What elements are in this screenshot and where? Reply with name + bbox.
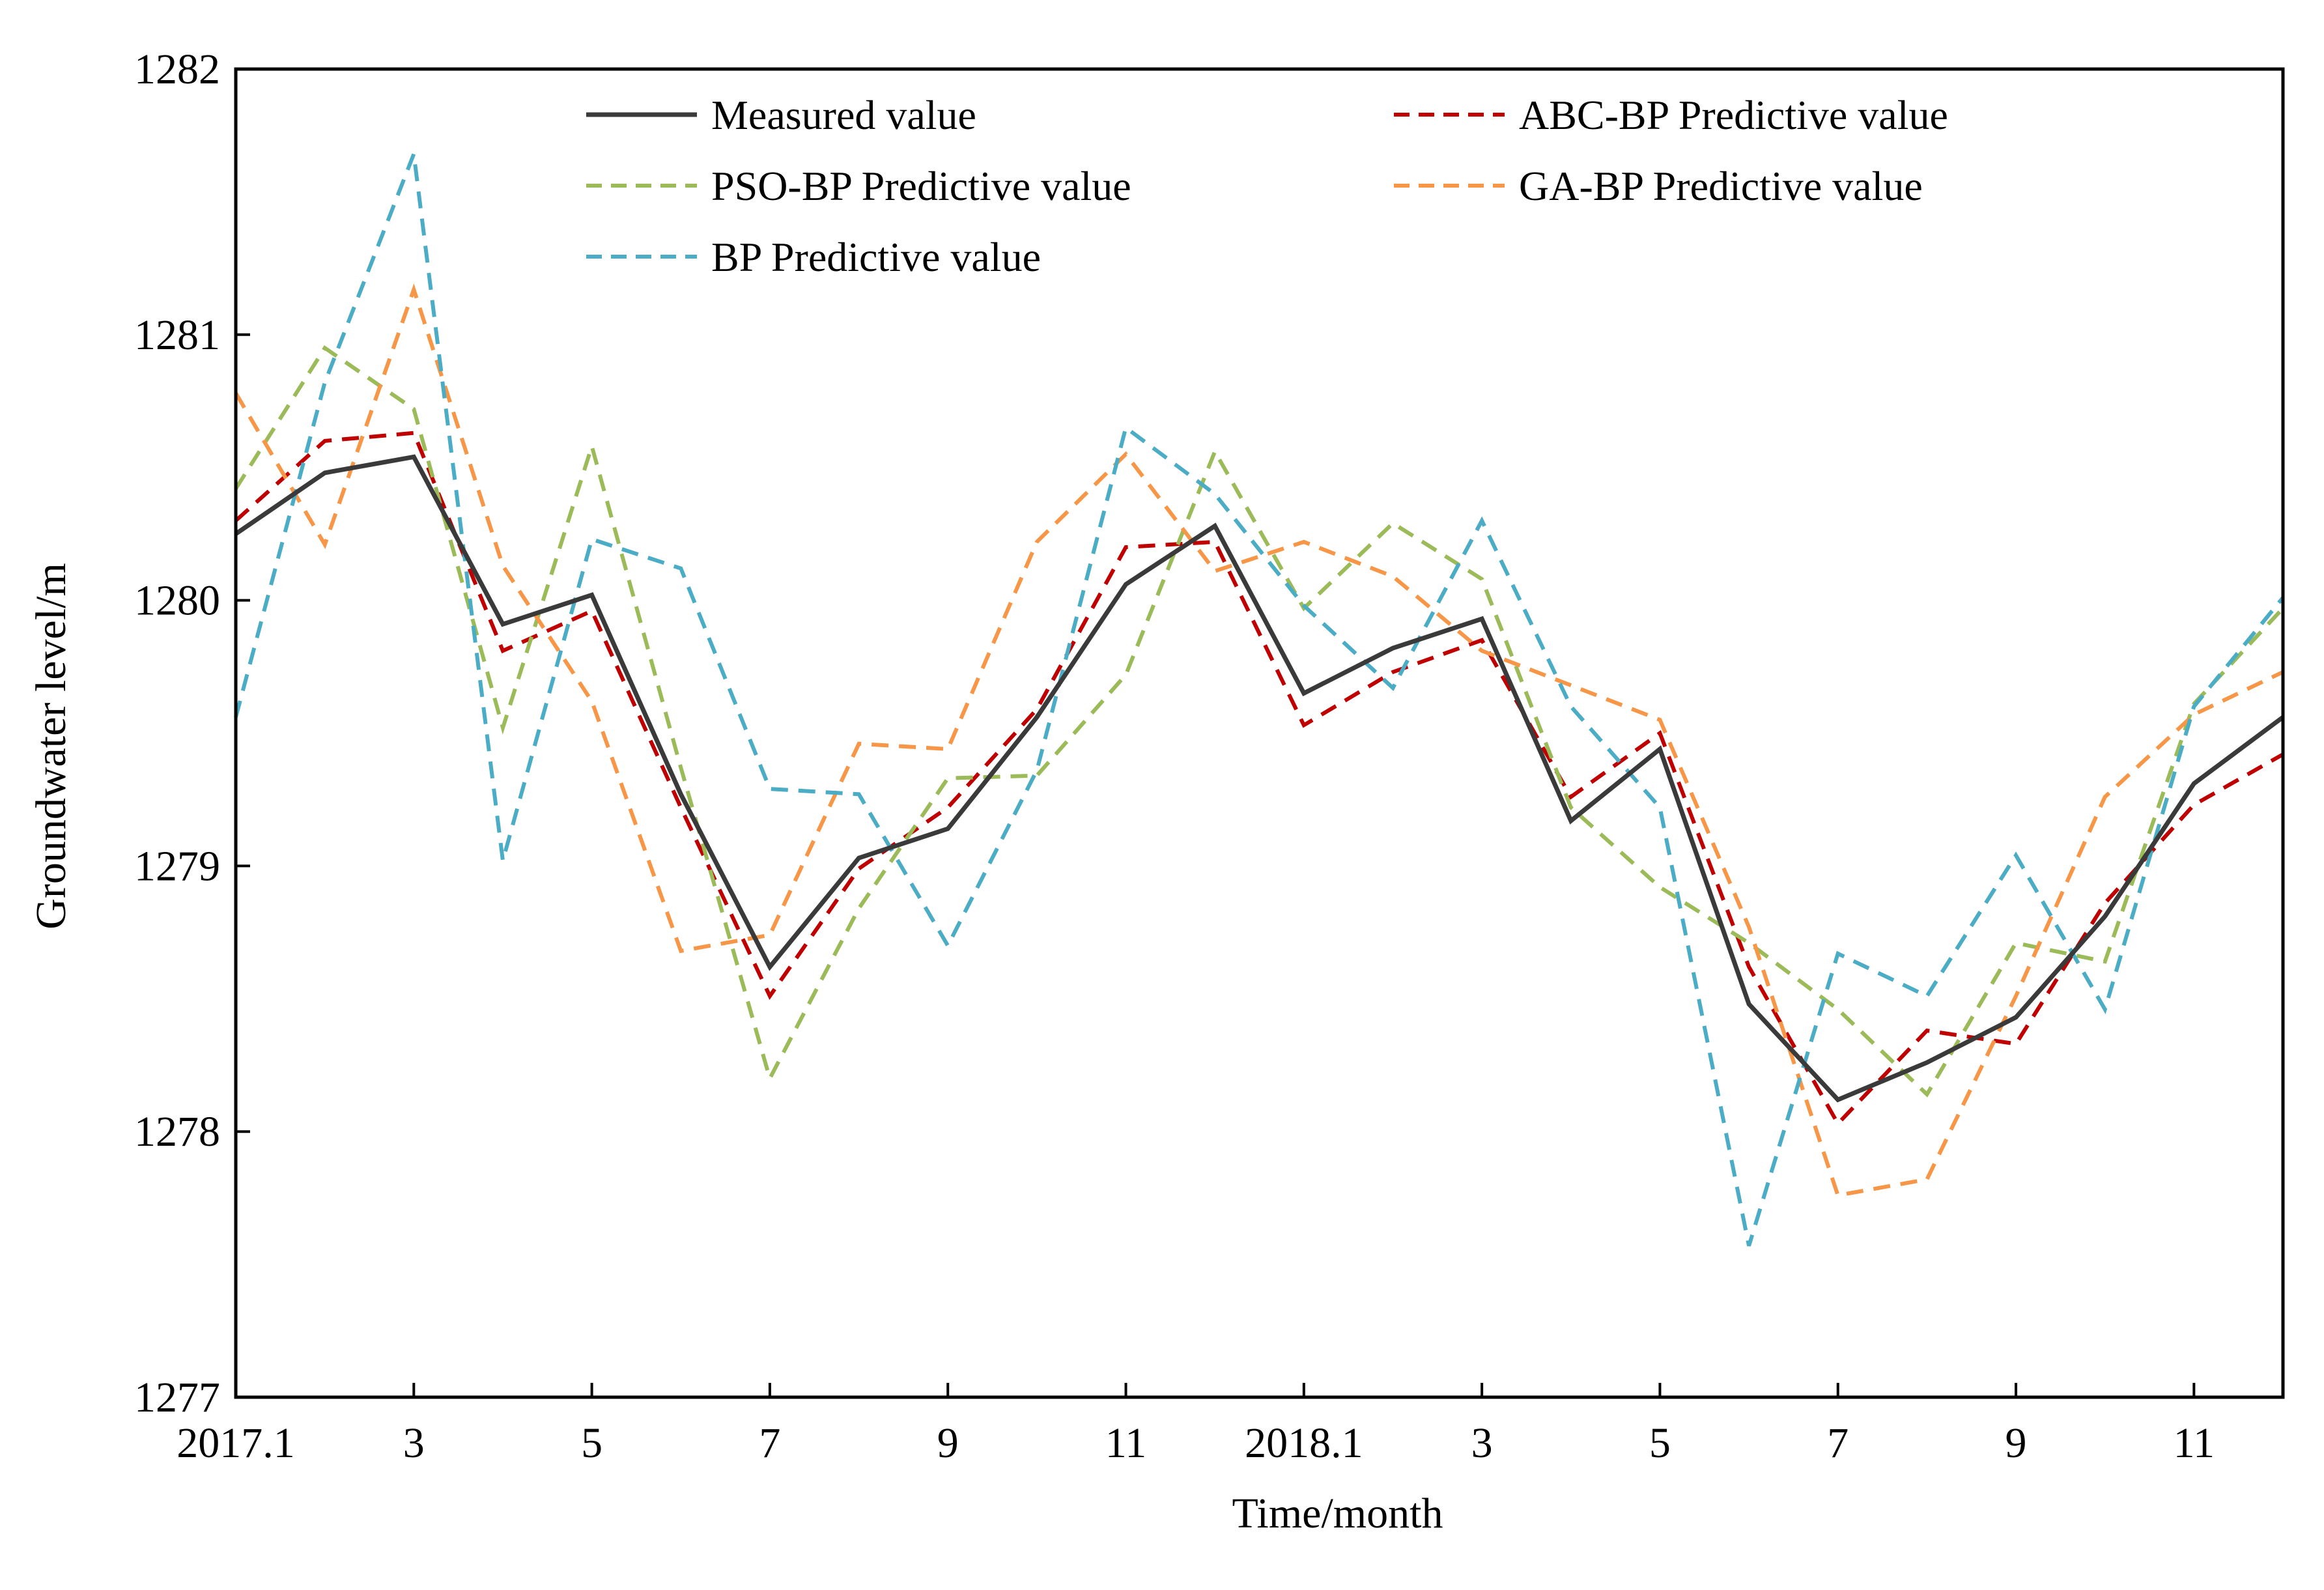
y-tick-label: 1278 (134, 1108, 220, 1156)
x-tick-label: 2018.1 (1245, 1419, 1363, 1467)
y-axis-ticks: 1277 1278 1279 1280 1281 1282 (134, 46, 250, 1421)
y-axis-title: Groundwater level/m (27, 563, 75, 930)
x-tick-label: 5 (1649, 1419, 1671, 1467)
series-line-bp-predictive-value (234, 153, 2285, 1247)
x-tick-label: 9 (2005, 1419, 2027, 1467)
series-line-measured-value (234, 454, 2285, 1103)
legend-label: GA-BP Predictive value (1519, 163, 1923, 209)
x-tick-label: 3 (1471, 1419, 1493, 1467)
y-tick-label: 1280 (134, 577, 220, 625)
x-tick-label: 11 (1105, 1419, 1147, 1467)
x-tick-label: 7 (759, 1419, 780, 1467)
legend-label: Measured value (711, 92, 976, 138)
y-tick-label: 1282 (134, 46, 220, 93)
x-tick-label: 9 (937, 1419, 959, 1467)
x-tick-label: 2017.1 (177, 1419, 295, 1467)
y-tick-label: 1281 (134, 311, 220, 359)
series-line-abc-bp-predictive-value (234, 431, 2284, 1127)
x-axis-ticks: 2017.1 3 5 7 9 11 2018.1 3 5 7 9 11 (177, 1383, 2215, 1467)
y-tick-label: 1277 (134, 1374, 220, 1421)
x-tick-label: 7 (1827, 1419, 1849, 1467)
legend-label: PSO-BP Predictive value (711, 163, 1131, 209)
legend-label: BP Predictive value (711, 234, 1041, 280)
plot-frame (234, 67, 2285, 1399)
series-line-pso-bp-predictive-value (234, 345, 2285, 1098)
legend-label: ABC-BP Predictive value (1519, 92, 1948, 138)
x-tick-label: 3 (403, 1419, 425, 1467)
x-axis-title: Time/month (1232, 1490, 1443, 1537)
x-tick-label: 11 (2174, 1419, 2215, 1467)
x-tick-label: 5 (581, 1419, 602, 1467)
y-tick-label: 1279 (134, 842, 220, 890)
legend: Measured value ABC-BP Predictive value PSO… (586, 92, 1948, 280)
series-layer (234, 153, 2285, 1247)
series-line-ga-bp-predictive-value (234, 283, 2284, 1198)
